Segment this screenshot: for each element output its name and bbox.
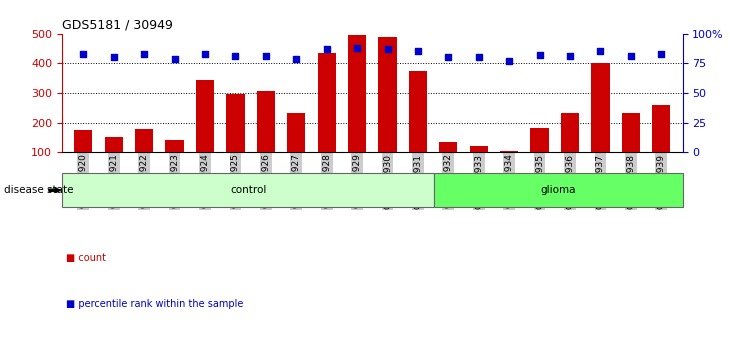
Point — [108, 55, 120, 60]
Point — [504, 58, 515, 64]
Text: GDS5181 / 30949: GDS5181 / 30949 — [62, 18, 173, 31]
Text: ■ count: ■ count — [66, 253, 106, 263]
Bar — [622, 113, 640, 182]
Bar — [500, 151, 518, 182]
Point — [169, 56, 180, 61]
Point — [625, 53, 637, 59]
Bar — [74, 130, 93, 182]
Point — [564, 53, 576, 59]
Bar — [348, 35, 366, 182]
Bar — [378, 36, 396, 182]
Bar — [257, 91, 275, 182]
Text: control: control — [230, 185, 266, 195]
Point — [199, 51, 211, 57]
Point — [656, 51, 667, 57]
Text: ■ percentile rank within the sample: ■ percentile rank within the sample — [66, 299, 243, 309]
Point — [534, 52, 545, 58]
Point — [595, 48, 607, 54]
Bar — [652, 105, 670, 182]
Bar — [561, 113, 579, 182]
Point — [321, 46, 333, 52]
Bar — [226, 95, 245, 182]
Point — [351, 45, 363, 51]
Bar — [104, 137, 123, 182]
Point — [77, 51, 89, 57]
Point — [260, 53, 272, 59]
Bar — [591, 63, 610, 182]
Text: glioma: glioma — [541, 185, 576, 195]
Bar — [166, 141, 184, 182]
Point — [382, 46, 393, 52]
Point — [291, 56, 302, 61]
Bar — [135, 129, 153, 182]
Bar — [318, 53, 336, 182]
Bar — [287, 113, 305, 182]
Bar — [531, 127, 549, 182]
Text: disease state: disease state — [4, 185, 73, 195]
Bar — [196, 80, 214, 182]
Point — [412, 48, 424, 54]
Bar — [469, 146, 488, 182]
Point — [230, 53, 242, 59]
Point — [139, 51, 150, 57]
Bar — [409, 71, 427, 182]
Point — [442, 55, 454, 60]
Point — [473, 55, 485, 60]
Bar — [439, 142, 458, 182]
